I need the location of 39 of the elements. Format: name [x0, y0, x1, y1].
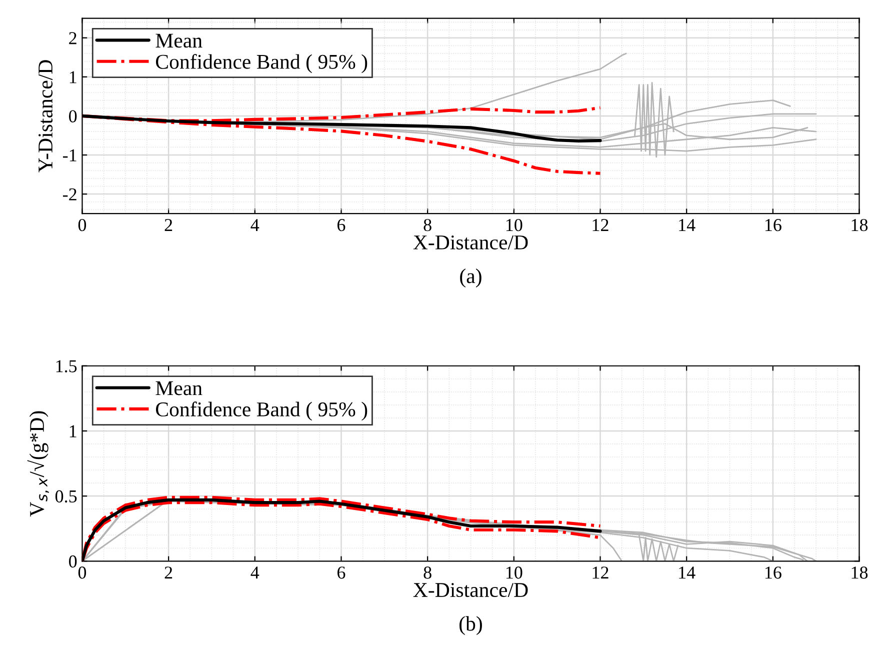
x-tick-label: 16 — [765, 566, 782, 579]
x-tick-label: 4 — [250, 219, 260, 231]
x-tick-label: 12 — [592, 566, 608, 579]
x-tick-label: 6 — [337, 219, 346, 232]
x-tick-label: 18 — [852, 218, 868, 232]
text: (a) — [460, 268, 482, 288]
y-tick-label: -2 — [62, 188, 76, 200]
y-tick-label: 1.5 — [56, 360, 77, 372]
text: (b) — [460, 616, 482, 636]
x-tick-label: 2 — [164, 566, 172, 579]
y-axis-title: V$_{s,x}$/√(g*D) — [27, 411, 49, 517]
y-tick-label: 0 — [69, 110, 77, 122]
y-tick-label: -1 — [62, 149, 76, 162]
x-tick-label: 4 — [250, 566, 260, 579]
x-axis-title: X-Distance/D — [413, 235, 528, 250]
y-tick-label: 2 — [69, 32, 76, 44]
x-tick-label: 8 — [424, 566, 432, 579]
x-tick-label: 0 — [78, 218, 86, 232]
y-tick-label: 0.5 — [55, 490, 77, 503]
y-tick-label: 0 — [69, 555, 77, 568]
x-tick-label: 8 — [424, 218, 432, 232]
x-tick-label: 14 — [679, 566, 696, 579]
x-tick-label: 2 — [164, 219, 172, 231]
legend-label: Confidence Band ( 95% ) — [156, 402, 368, 421]
x-tick-label: 18 — [852, 566, 868, 579]
x-tick-label: 10 — [506, 218, 522, 232]
x-tick-label: 14 — [679, 219, 696, 231]
legend-label: Confidence Band ( 95% ) — [156, 54, 368, 74]
x-tick-label: 16 — [765, 219, 782, 232]
y-tick-label: 1 — [70, 425, 76, 438]
y-axis-title: Y-Distance/D — [38, 60, 53, 172]
x-tick-label: 12 — [592, 219, 608, 231]
x-tick-label: 6 — [337, 566, 346, 579]
legend-label: Mean — [156, 34, 202, 48]
x-tick-label: 10 — [506, 566, 522, 579]
legend-label: Mean — [156, 381, 202, 396]
x-axis-title: X-Distance/D — [413, 583, 528, 598]
x-tick-label: 0 — [78, 566, 86, 579]
y-tick-label: 1 — [70, 71, 76, 84]
